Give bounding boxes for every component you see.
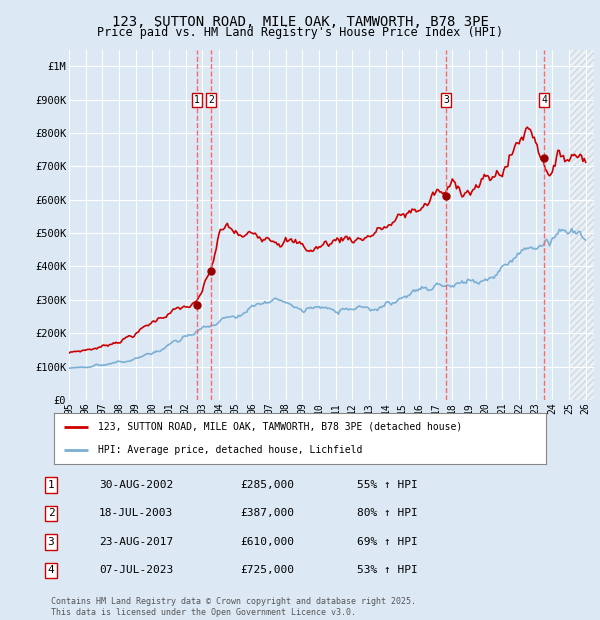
Text: 123, SUTTON ROAD, MILE OAK, TAMWORTH, B78 3PE: 123, SUTTON ROAD, MILE OAK, TAMWORTH, B7… [112,15,488,29]
Text: Contains HM Land Registry data © Crown copyright and database right 2025.
This d: Contains HM Land Registry data © Crown c… [51,598,416,617]
Text: 30-AUG-2002: 30-AUG-2002 [99,480,173,490]
Text: HPI: Average price, detached house, Lichfield: HPI: Average price, detached house, Lich… [98,445,362,455]
Text: Price paid vs. HM Land Registry's House Price Index (HPI): Price paid vs. HM Land Registry's House … [97,26,503,38]
Text: 53% ↑ HPI: 53% ↑ HPI [357,565,418,575]
Text: 2: 2 [47,508,55,518]
Text: 55% ↑ HPI: 55% ↑ HPI [357,480,418,490]
Text: £725,000: £725,000 [240,565,294,575]
Text: £610,000: £610,000 [240,537,294,547]
Text: 1: 1 [47,480,55,490]
Text: 23-AUG-2017: 23-AUG-2017 [99,537,173,547]
Bar [569,33,600,400]
Text: 4: 4 [541,95,547,105]
Text: £387,000: £387,000 [240,508,294,518]
Text: 1: 1 [194,95,200,105]
Text: 3: 3 [443,95,449,105]
Text: 07-JUL-2023: 07-JUL-2023 [99,565,173,575]
Text: 2: 2 [208,95,214,105]
Text: 80% ↑ HPI: 80% ↑ HPI [357,508,418,518]
Text: 3: 3 [47,537,55,547]
Text: 123, SUTTON ROAD, MILE OAK, TAMWORTH, B78 3PE (detached house): 123, SUTTON ROAD, MILE OAK, TAMWORTH, B7… [98,422,463,432]
Text: 69% ↑ HPI: 69% ↑ HPI [357,537,418,547]
Text: 4: 4 [47,565,55,575]
Text: £285,000: £285,000 [240,480,294,490]
Text: 18-JUL-2003: 18-JUL-2003 [99,508,173,518]
